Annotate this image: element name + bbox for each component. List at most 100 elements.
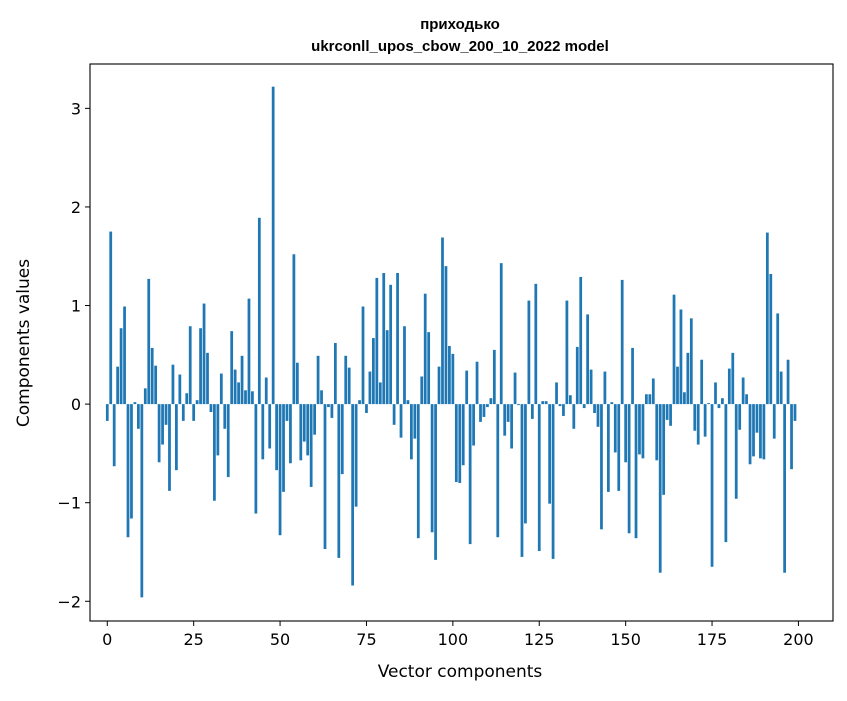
bar-172 [700,359,704,405]
bar-156 [645,394,648,405]
bar-129 [551,404,555,559]
bar-43 [254,404,258,514]
bar-153 [634,404,638,539]
bar-20 [175,404,178,471]
bar-168 [686,352,690,405]
bar-41 [247,298,251,405]
bar-71 [351,404,355,586]
bar-159 [655,404,659,461]
bar-178 [721,398,724,405]
bar-196 [783,404,786,573]
bar-36 [230,331,234,405]
bar-72 [354,404,358,507]
bar-40 [244,390,247,405]
bar-103 [461,404,465,466]
bar-134 [568,395,572,405]
bar-42 [251,391,254,405]
bar-35 [226,404,230,478]
bar-132 [562,404,565,416]
bar-147 [613,404,617,453]
x-tick-label-75: 75 [356,630,376,649]
bar-116 [506,404,510,422]
bar-112 [492,349,496,405]
bar-64 [327,404,330,408]
ticks-group: 0 25 50 75 100 125 150 175 200 −2 −1 0 1 2 3 [57,99,813,649]
bar-63 [323,404,327,550]
bar-48 [271,86,275,405]
bar-188 [755,404,759,433]
x-tick-label-175: 175 [697,630,728,649]
bar-7 [130,404,133,519]
bars-group [105,86,797,598]
bar-55 [295,362,299,405]
bar-162 [665,404,669,420]
bar-157 [648,394,652,405]
bar-101 [454,404,458,482]
bar-182 [734,404,738,499]
bar-90 [416,404,420,539]
bar-111 [489,398,493,405]
bar-141 [593,404,596,413]
bar-106 [472,404,475,446]
bar-53 [289,404,292,464]
bar-107 [475,361,479,405]
bar-69 [344,355,348,405]
bar-195 [779,371,783,405]
x-tick-label-125: 125 [524,630,555,649]
bar-86 [403,326,406,405]
bar-127 [544,401,548,405]
bar-78 [375,277,379,405]
bar-120 [520,404,524,557]
bar-198 [790,404,793,470]
bar-67 [337,404,341,558]
bar-97 [441,237,444,405]
x-tick-label-25: 25 [183,630,203,649]
bar-85 [399,404,403,438]
bar-131 [558,404,562,407]
bar-94 [430,404,434,533]
bar-193 [772,404,776,439]
bar-47 [268,404,272,449]
bar-169 [689,318,693,405]
bar-8 [133,402,137,405]
bar-177 [717,404,721,409]
bar-21 [178,374,182,405]
y-axis-label: Components values [14,259,34,427]
bar-197 [786,359,790,405]
bar-62 [320,390,323,405]
bar-126 [541,401,545,405]
bar-56 [299,404,303,461]
bar-4 [119,328,123,405]
bar-1 [109,231,113,405]
bar-174 [707,403,710,405]
bar-137 [579,276,583,405]
bar-93 [427,332,431,405]
bar-173 [703,404,707,437]
y-tick-label-3: 3 [71,99,81,118]
bar-99 [448,345,451,405]
bar-9 [137,404,140,429]
bar-76 [368,371,372,405]
bar-82 [389,284,393,405]
y-tick-label--1: −1 [57,494,81,513]
bar-175 [710,404,714,567]
bar-60 [313,404,317,435]
bar-5 [123,306,126,405]
bar-145 [606,404,610,492]
bar-70 [347,367,351,405]
bar-110 [486,404,489,408]
bar-15 [157,404,161,463]
bar-54 [292,254,296,405]
bar-151 [627,404,631,534]
bar-95 [434,404,437,560]
bar-12 [147,278,151,405]
bar-102 [458,404,462,483]
bar-138 [582,404,586,409]
bar-142 [596,404,600,427]
y-tick-label-1: 1 [71,297,81,316]
bar-92 [423,293,427,405]
bar-98 [444,266,448,405]
plot-frame [89,63,834,622]
bar-14 [154,365,158,405]
